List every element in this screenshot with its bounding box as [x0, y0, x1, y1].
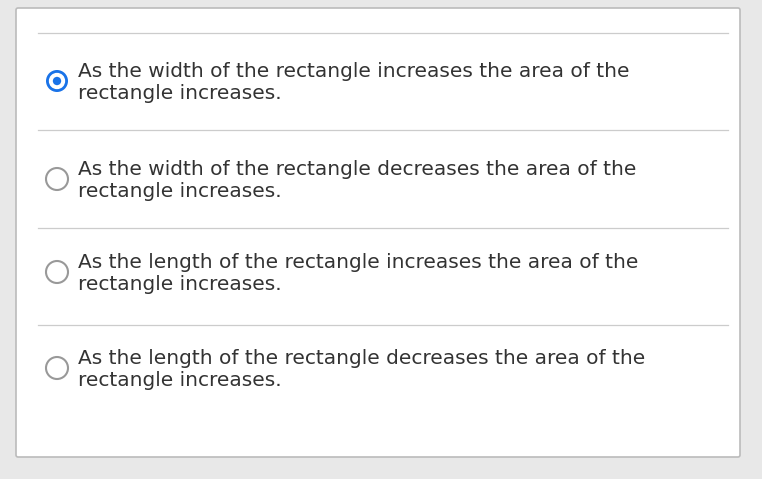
Text: rectangle increases.: rectangle increases.	[78, 83, 282, 103]
Text: As the length of the rectangle decreases the area of the: As the length of the rectangle decreases…	[78, 349, 645, 367]
Text: rectangle increases.: rectangle increases.	[78, 274, 282, 294]
Text: As the length of the rectangle increases the area of the: As the length of the rectangle increases…	[78, 252, 639, 272]
Circle shape	[46, 70, 68, 92]
FancyBboxPatch shape	[16, 8, 740, 457]
Circle shape	[46, 261, 68, 283]
Circle shape	[53, 77, 61, 85]
Text: rectangle increases.: rectangle increases.	[78, 182, 282, 201]
Text: As the width of the rectangle decreases the area of the: As the width of the rectangle decreases …	[78, 160, 636, 179]
Circle shape	[51, 75, 62, 87]
Circle shape	[46, 168, 68, 190]
Text: rectangle increases.: rectangle increases.	[78, 370, 282, 389]
Circle shape	[46, 357, 68, 379]
Text: As the width of the rectangle increases the area of the: As the width of the rectangle increases …	[78, 61, 629, 80]
